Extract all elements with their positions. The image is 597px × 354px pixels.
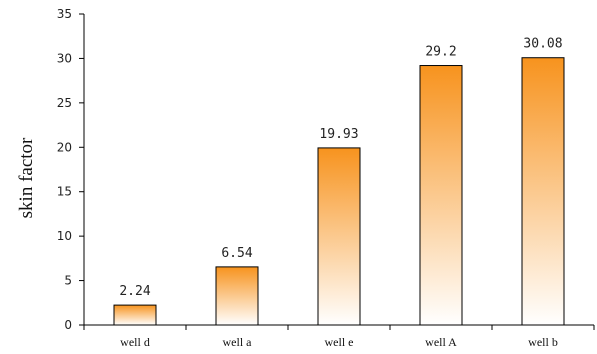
x-tick-label: well b <box>528 335 558 349</box>
y-tick-label: 30 <box>57 51 72 65</box>
bar <box>521 57 565 326</box>
y-tick-label: 35 <box>57 7 72 21</box>
bar <box>113 304 157 326</box>
y-tick-label: 0 <box>64 318 72 332</box>
x-tick-label: well e <box>325 335 354 349</box>
data-label: 29.2 <box>425 45 456 60</box>
data-label: 6.54 <box>221 246 252 261</box>
y-axis-title: skin factor <box>16 137 37 218</box>
x-tick-label: well A <box>425 335 457 349</box>
bar <box>419 65 463 326</box>
plot-area: 0 5 10 15 20 25 30 35 2.24 well d 6.54 well a 19.93 w… <box>57 7 595 349</box>
x-tick-label: well d <box>120 335 150 349</box>
y-tick-label: 25 <box>57 96 72 110</box>
bar <box>215 266 259 326</box>
y-tick-label: 15 <box>57 185 72 199</box>
x-tick-label: well a <box>223 335 253 349</box>
y-tick-label: 10 <box>57 229 72 243</box>
data-label: 30.08 <box>523 37 562 52</box>
data-label: 19.93 <box>319 127 358 142</box>
bar <box>317 147 361 326</box>
y-tick-label: 20 <box>57 140 72 154</box>
y-tick-label: 5 <box>64 274 72 288</box>
data-label: 2.24 <box>119 284 150 299</box>
